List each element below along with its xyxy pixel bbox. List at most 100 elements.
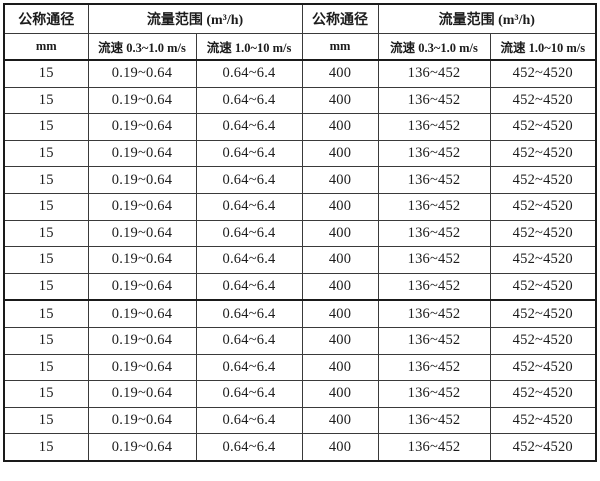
- cell-low-flow-right: 136~452: [377, 219, 491, 248]
- cell-high-flow-right: 452~4520: [489, 166, 597, 194]
- cell-low-flow-left: 0.19~0.64: [87, 192, 197, 221]
- cell-low-flow-right: 136~452: [377, 59, 491, 88]
- header-row-2: mm 流速 0.3~1.0 m/s 流速 1.0~10 m/s mm 流速 0.…: [3, 33, 597, 61]
- header-high-velocity-right: 流速 1.0~10 m/s: [489, 33, 597, 61]
- cell-dn-right: 400: [301, 299, 379, 328]
- table-row: 15 0.19~0.64 0.64~6.4 400 136~452 452~45…: [3, 192, 597, 221]
- cell-low-flow-right: 136~452: [377, 113, 491, 141]
- header-high-velocity-left: 流速 1.0~10 m/s: [195, 33, 303, 61]
- table-row: 15 0.19~0.64 0.64~6.4 400 136~452 452~45…: [3, 113, 597, 141]
- cell-dn-right: 400: [301, 139, 379, 168]
- cell-low-flow-right: 136~452: [377, 272, 491, 301]
- table-row: 15 0.19~0.64 0.64~6.4 400 136~452 452~45…: [3, 219, 597, 248]
- cell-low-flow-right: 136~452: [377, 380, 491, 408]
- table-row: 15 0.19~0.64 0.64~6.4 400 136~452 452~45…: [3, 59, 597, 88]
- cell-low-flow-left: 0.19~0.64: [87, 326, 197, 355]
- table-row: 15 0.19~0.64 0.64~6.4 400 136~452 452~45…: [3, 326, 597, 355]
- cell-dn-right: 400: [301, 113, 379, 141]
- cell-low-flow-right: 136~452: [377, 166, 491, 194]
- cell-high-flow-left: 0.64~6.4: [195, 166, 303, 194]
- cell-low-flow-right: 136~452: [377, 299, 491, 328]
- cell-high-flow-left: 0.64~6.4: [195, 113, 303, 141]
- cell-high-flow-right: 452~4520: [489, 139, 597, 168]
- header-low-velocity-right: 流速 0.3~1.0 m/s: [377, 33, 491, 61]
- cell-low-flow-left: 0.19~0.64: [87, 139, 197, 168]
- header-nominal-diameter-right: 公称通径: [301, 3, 379, 34]
- cell-dn-right: 400: [301, 59, 379, 88]
- cell-high-flow-right: 452~4520: [489, 192, 597, 221]
- cell-high-flow-left: 0.64~6.4: [195, 192, 303, 221]
- cell-high-flow-right: 452~4520: [489, 433, 597, 462]
- cell-low-flow-left: 0.19~0.64: [87, 380, 197, 408]
- cell-dn-left: 15: [3, 272, 89, 301]
- cell-high-flow-right: 452~4520: [489, 406, 597, 435]
- cell-dn-right: 400: [301, 380, 379, 408]
- table-header: 公称通径 流量范围 (m³/h) 公称通径 流量范围 (m³/h) mm 流速 …: [3, 3, 597, 61]
- table-row: 15 0.19~0.64 0.64~6.4 400 136~452 452~45…: [3, 353, 597, 382]
- cell-low-flow-right: 136~452: [377, 326, 491, 355]
- flow-range-table-wrapper: 公称通径 流量范围 (m³/h) 公称通径 流量范围 (m³/h) mm 流速 …: [3, 3, 598, 462]
- cell-low-flow-left: 0.19~0.64: [87, 86, 197, 115]
- table-row: 15 0.19~0.64 0.64~6.4 400 136~452 452~45…: [3, 299, 597, 328]
- header-unit-mm-left: mm: [3, 33, 89, 61]
- cell-high-flow-right: 452~4520: [489, 59, 597, 88]
- cell-dn-right: 400: [301, 246, 379, 274]
- flow-range-table: 公称通径 流量范围 (m³/h) 公称通径 流量范围 (m³/h) mm 流速 …: [3, 3, 598, 462]
- cell-dn-left: 15: [3, 139, 89, 168]
- cell-dn-left: 15: [3, 113, 89, 141]
- cell-high-flow-left: 0.64~6.4: [195, 353, 303, 382]
- cell-dn-left: 15: [3, 59, 89, 88]
- cell-high-flow-left: 0.64~6.4: [195, 86, 303, 115]
- cell-low-flow-right: 136~452: [377, 353, 491, 382]
- table-body: 15 0.19~0.64 0.64~6.4 400 136~452 452~45…: [3, 59, 597, 462]
- cell-low-flow-left: 0.19~0.64: [87, 113, 197, 141]
- cell-low-flow-left: 0.19~0.64: [87, 353, 197, 382]
- cell-low-flow-left: 0.19~0.64: [87, 433, 197, 462]
- cell-dn-right: 400: [301, 272, 379, 301]
- cell-low-flow-right: 136~452: [377, 192, 491, 221]
- cell-high-flow-left: 0.64~6.4: [195, 219, 303, 248]
- cell-dn-right: 400: [301, 406, 379, 435]
- cell-dn-right: 400: [301, 433, 379, 462]
- cell-high-flow-left: 0.64~6.4: [195, 433, 303, 462]
- table-row: 15 0.19~0.64 0.64~6.4 400 136~452 452~45…: [3, 433, 597, 462]
- table-row: 15 0.19~0.64 0.64~6.4 400 136~452 452~45…: [3, 86, 597, 115]
- cell-high-flow-left: 0.64~6.4: [195, 326, 303, 355]
- cell-dn-left: 15: [3, 246, 89, 274]
- table-row: 15 0.19~0.64 0.64~6.4 400 136~452 452~45…: [3, 380, 597, 408]
- cell-high-flow-right: 452~4520: [489, 113, 597, 141]
- cell-dn-right: 400: [301, 353, 379, 382]
- cell-high-flow-right: 452~4520: [489, 353, 597, 382]
- cell-dn-left: 15: [3, 192, 89, 221]
- cell-high-flow-left: 0.64~6.4: [195, 380, 303, 408]
- cell-high-flow-right: 452~4520: [489, 326, 597, 355]
- cell-dn-left: 15: [3, 353, 89, 382]
- table-row: 15 0.19~0.64 0.64~6.4 400 136~452 452~45…: [3, 272, 597, 301]
- table-row: 15 0.19~0.64 0.64~6.4 400 136~452 452~45…: [3, 139, 597, 168]
- cell-dn-left: 15: [3, 433, 89, 462]
- cell-dn-right: 400: [301, 166, 379, 194]
- header-flow-range-left: 流量范围 (m³/h): [87, 3, 303, 34]
- cell-dn-left: 15: [3, 219, 89, 248]
- header-row-1: 公称通径 流量范围 (m³/h) 公称通径 流量范围 (m³/h): [3, 3, 597, 34]
- table-row: 15 0.19~0.64 0.64~6.4 400 136~452 452~45…: [3, 166, 597, 194]
- cell-dn-left: 15: [3, 326, 89, 355]
- cell-low-flow-right: 136~452: [377, 86, 491, 115]
- cell-high-flow-right: 452~4520: [489, 246, 597, 274]
- cell-dn-right: 400: [301, 86, 379, 115]
- cell-low-flow-left: 0.19~0.64: [87, 59, 197, 88]
- cell-low-flow-right: 136~452: [377, 406, 491, 435]
- header-low-velocity-left: 流速 0.3~1.0 m/s: [87, 33, 197, 61]
- cell-low-flow-right: 136~452: [377, 433, 491, 462]
- cell-high-flow-left: 0.64~6.4: [195, 139, 303, 168]
- cell-low-flow-right: 136~452: [377, 246, 491, 274]
- cell-dn-left: 15: [3, 166, 89, 194]
- cell-low-flow-left: 0.19~0.64: [87, 166, 197, 194]
- header-nominal-diameter-left: 公称通径: [3, 3, 89, 34]
- cell-low-flow-right: 136~452: [377, 139, 491, 168]
- cell-high-flow-left: 0.64~6.4: [195, 406, 303, 435]
- cell-dn-left: 15: [3, 406, 89, 435]
- cell-low-flow-left: 0.19~0.64: [87, 272, 197, 301]
- cell-high-flow-right: 452~4520: [489, 380, 597, 408]
- cell-high-flow-left: 0.64~6.4: [195, 246, 303, 274]
